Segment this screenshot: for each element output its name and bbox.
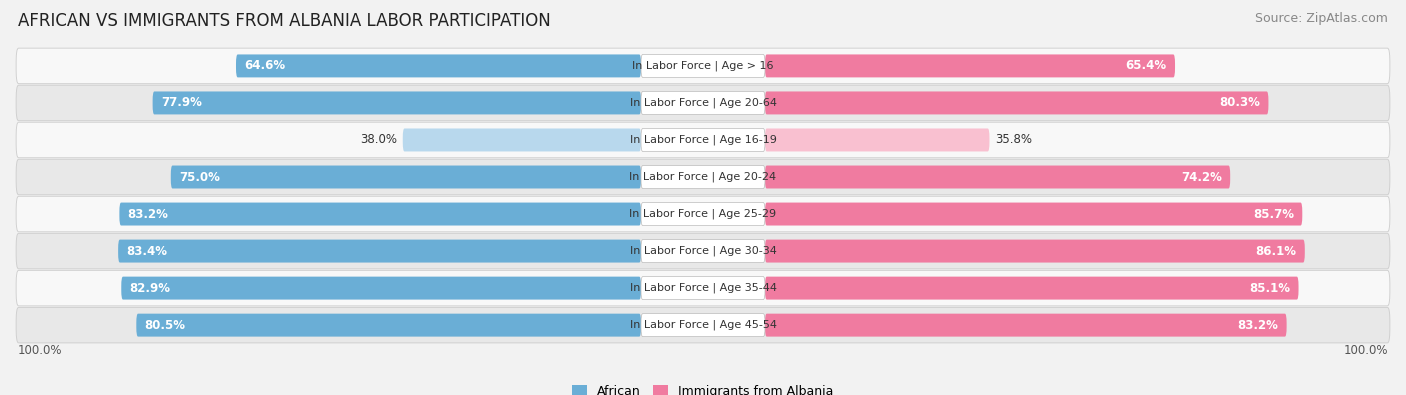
FancyBboxPatch shape [15, 85, 1391, 121]
FancyBboxPatch shape [765, 166, 1230, 188]
FancyBboxPatch shape [641, 314, 765, 337]
Text: 80.5%: 80.5% [145, 319, 186, 332]
FancyBboxPatch shape [641, 166, 765, 188]
Text: 100.0%: 100.0% [1344, 344, 1389, 357]
Text: In Labor Force | Age 16-19: In Labor Force | Age 16-19 [630, 135, 776, 145]
FancyBboxPatch shape [118, 240, 641, 263]
Text: In Labor Force | Age 30-34: In Labor Force | Age 30-34 [630, 246, 776, 256]
FancyBboxPatch shape [765, 203, 1302, 226]
FancyBboxPatch shape [15, 233, 1391, 269]
Text: 86.1%: 86.1% [1256, 245, 1296, 258]
Text: 85.7%: 85.7% [1253, 207, 1294, 220]
FancyBboxPatch shape [641, 55, 765, 77]
FancyBboxPatch shape [121, 276, 641, 299]
Text: In Labor Force | Age > 16: In Labor Force | Age > 16 [633, 61, 773, 71]
Text: 83.2%: 83.2% [1237, 319, 1278, 332]
FancyBboxPatch shape [15, 122, 1391, 158]
FancyBboxPatch shape [765, 314, 1286, 337]
Text: 64.6%: 64.6% [245, 59, 285, 72]
FancyBboxPatch shape [765, 128, 990, 151]
FancyBboxPatch shape [120, 203, 641, 226]
FancyBboxPatch shape [641, 240, 765, 263]
Text: 83.2%: 83.2% [128, 207, 169, 220]
FancyBboxPatch shape [641, 128, 765, 151]
FancyBboxPatch shape [15, 196, 1391, 232]
FancyBboxPatch shape [402, 128, 641, 151]
FancyBboxPatch shape [15, 307, 1391, 343]
FancyBboxPatch shape [170, 166, 641, 188]
Legend: African, Immigrants from Albania: African, Immigrants from Albania [567, 380, 839, 395]
Text: Source: ZipAtlas.com: Source: ZipAtlas.com [1254, 12, 1388, 25]
Text: 75.0%: 75.0% [179, 171, 219, 184]
Text: 100.0%: 100.0% [17, 344, 62, 357]
FancyBboxPatch shape [15, 159, 1391, 195]
FancyBboxPatch shape [641, 92, 765, 115]
Text: 74.2%: 74.2% [1181, 171, 1222, 184]
Text: 82.9%: 82.9% [129, 282, 170, 295]
FancyBboxPatch shape [15, 48, 1391, 84]
Text: In Labor Force | Age 20-64: In Labor Force | Age 20-64 [630, 98, 776, 108]
Text: 85.1%: 85.1% [1250, 282, 1291, 295]
FancyBboxPatch shape [765, 55, 1175, 77]
Text: In Labor Force | Age 35-44: In Labor Force | Age 35-44 [630, 283, 776, 293]
Text: In Labor Force | Age 20-24: In Labor Force | Age 20-24 [630, 172, 776, 182]
Text: In Labor Force | Age 25-29: In Labor Force | Age 25-29 [630, 209, 776, 219]
FancyBboxPatch shape [765, 92, 1268, 115]
Text: In Labor Force | Age 45-54: In Labor Force | Age 45-54 [630, 320, 776, 330]
FancyBboxPatch shape [641, 203, 765, 226]
Text: 83.4%: 83.4% [127, 245, 167, 258]
Text: 80.3%: 80.3% [1219, 96, 1260, 109]
FancyBboxPatch shape [641, 276, 765, 299]
Text: 77.9%: 77.9% [160, 96, 201, 109]
FancyBboxPatch shape [765, 276, 1299, 299]
FancyBboxPatch shape [153, 92, 641, 115]
FancyBboxPatch shape [765, 240, 1305, 263]
Text: 38.0%: 38.0% [360, 134, 398, 147]
Text: AFRICAN VS IMMIGRANTS FROM ALBANIA LABOR PARTICIPATION: AFRICAN VS IMMIGRANTS FROM ALBANIA LABOR… [18, 12, 551, 30]
FancyBboxPatch shape [236, 55, 641, 77]
Text: 65.4%: 65.4% [1126, 59, 1167, 72]
FancyBboxPatch shape [136, 314, 641, 337]
FancyBboxPatch shape [15, 270, 1391, 306]
Text: 35.8%: 35.8% [995, 134, 1032, 147]
